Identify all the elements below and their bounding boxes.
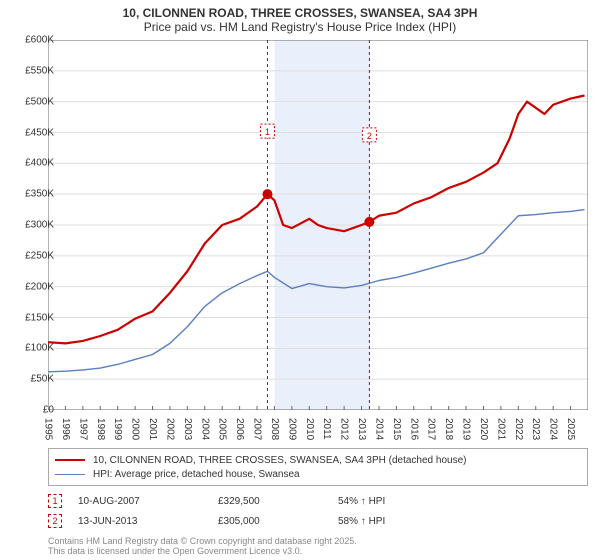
xtick-label: 2006	[234, 418, 245, 440]
event-hpi-1: 54% ↑ HPI	[338, 496, 385, 507]
ytick-label: £600K	[25, 35, 54, 46]
xtick-label: 2018	[443, 418, 454, 440]
ytick-label: £100K	[25, 343, 54, 354]
event-price-2: £305,000	[218, 516, 338, 527]
xtick-label: 2011	[321, 418, 332, 440]
xtick-label: 2022	[513, 418, 524, 440]
xtick-label: 2007	[252, 418, 263, 440]
xtick-label: 2019	[461, 418, 472, 440]
ytick-label: £550K	[25, 65, 54, 76]
svg-text:1: 1	[265, 127, 270, 137]
xtick-label: 1996	[60, 418, 71, 440]
xtick-label: 2010	[304, 418, 315, 440]
legend-label: HPI: Average price, detached house, Swan…	[93, 469, 300, 480]
svg-text:2: 2	[367, 131, 372, 141]
event-hpi-2: 58% ↑ HPI	[338, 516, 385, 527]
xtick-label: 2020	[478, 418, 489, 440]
legend-row: 10, CILONNEN ROAD, THREE CROSSES, SWANSE…	[55, 453, 581, 467]
xtick-label: 2023	[530, 418, 541, 440]
chart-area: 12	[48, 40, 588, 410]
xtick-label: 2024	[548, 418, 559, 440]
xtick-label: 2012	[339, 418, 350, 440]
xtick-label: 2016	[408, 418, 419, 440]
legend-row: HPI: Average price, detached house, Swan…	[55, 467, 581, 481]
legend-swatch	[55, 474, 85, 475]
xtick-label: 2009	[286, 418, 297, 440]
ytick-label: £0	[43, 405, 54, 416]
legend: 10, CILONNEN ROAD, THREE CROSSES, SWANSE…	[48, 448, 588, 486]
event-marker-2: 2	[48, 514, 62, 528]
xtick-label: 2005	[217, 418, 228, 440]
xtick-label: 2021	[495, 418, 506, 440]
ytick-label: £50K	[31, 374, 54, 385]
legend-label: 10, CILONNEN ROAD, THREE CROSSES, SWANSE…	[93, 455, 466, 466]
footnote: Contains HM Land Registry data © Crown c…	[48, 536, 588, 556]
event-price-1: £329,500	[218, 496, 338, 507]
xtick-label: 2015	[391, 418, 402, 440]
ytick-label: £300K	[25, 220, 54, 231]
ytick-label: £400K	[25, 158, 54, 169]
ytick-label: £450K	[25, 127, 54, 138]
event-marker-1: 1	[48, 494, 62, 508]
xtick-label: 2014	[373, 418, 384, 440]
ytick-label: £500K	[25, 96, 54, 107]
event-row-1: 1 10-AUG-2007 £329,500 54% ↑ HPI	[48, 494, 588, 508]
event-date-1: 10-AUG-2007	[78, 496, 218, 507]
chart-title-line1: 10, CILONNEN ROAD, THREE CROSSES, SWANSE…	[0, 0, 600, 20]
ytick-label: £150K	[25, 312, 54, 323]
chart-container: 10, CILONNEN ROAD, THREE CROSSES, SWANSE…	[0, 0, 600, 560]
xtick-label: 2025	[565, 418, 576, 440]
xtick-label: 2003	[182, 418, 193, 440]
xtick-label: 2004	[199, 418, 210, 440]
xtick-label: 1998	[95, 418, 106, 440]
xtick-label: 2001	[147, 418, 158, 440]
ytick-label: £200K	[25, 281, 54, 292]
chart-title-line2: Price paid vs. HM Land Registry's House …	[0, 20, 600, 38]
footnote-line1: Contains HM Land Registry data © Crown c…	[48, 536, 588, 546]
xtick-label: 1997	[77, 418, 88, 440]
xtick-label: 1995	[43, 418, 54, 440]
event-row-2: 2 13-JUN-2013 £305,000 58% ↑ HPI	[48, 514, 588, 528]
xtick-label: 2013	[356, 418, 367, 440]
xtick-label: 2017	[426, 418, 437, 440]
ytick-label: £250K	[25, 250, 54, 261]
xtick-label: 1999	[112, 418, 123, 440]
xtick-label: 2002	[164, 418, 175, 440]
chart-svg: 12	[48, 40, 588, 410]
ytick-label: £350K	[25, 189, 54, 200]
legend-swatch	[55, 459, 85, 461]
footnote-line2: This data is licensed under the Open Gov…	[48, 546, 588, 556]
event-date-2: 13-JUN-2013	[78, 516, 218, 527]
xtick-label: 2000	[130, 418, 141, 440]
xtick-label: 2008	[269, 418, 280, 440]
